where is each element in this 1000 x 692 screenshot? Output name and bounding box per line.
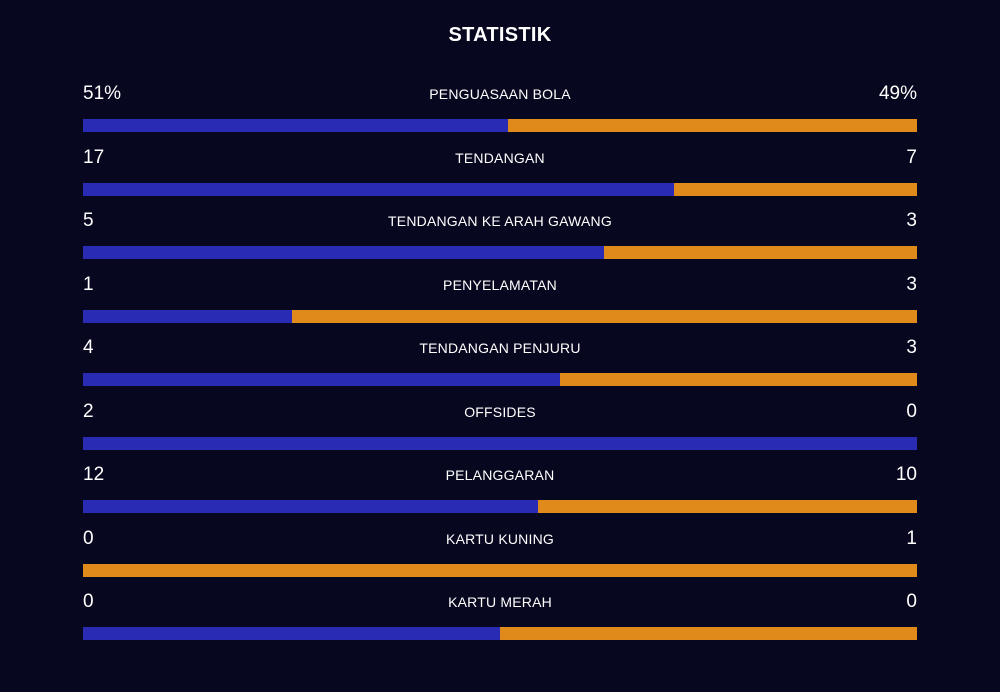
comparison-bar	[83, 563, 917, 577]
home-bar-segment	[83, 373, 560, 386]
stat-row-red-cards: 0 KARTU MERAH 0	[83, 590, 917, 654]
away-bar-segment	[604, 246, 917, 259]
panel-title: STATISTIK	[448, 24, 552, 46]
stat-header: 1 PENYELAMATAN 3	[83, 273, 917, 297]
away-bar-segment	[537, 500, 917, 513]
stat-header: 4 TENDANGAN PENJURU 3	[83, 336, 917, 360]
stat-row-possession: 51% PENGUASAAN BOLA 49%	[83, 82, 917, 146]
stat-row-yellow-cards: 0 KARTU KUNING 1	[83, 527, 917, 591]
away-bar-segment	[559, 373, 917, 386]
comparison-bar	[83, 627, 917, 640]
home-value: 2	[83, 400, 94, 422]
away-bar-segment	[83, 563, 917, 577]
stat-row-shots: 17 TENDANGAN 7	[83, 146, 917, 210]
stat-header: 0 KARTU KUNING 1	[83, 527, 917, 551]
comparison-bar	[83, 119, 917, 132]
home-value: 0	[83, 591, 94, 612]
stat-label: TENDANGAN	[455, 149, 545, 166]
stat-label: KARTU KUNING	[446, 530, 554, 547]
home-value: 12	[83, 464, 105, 485]
stat-header: 17 TENDANGAN 7	[83, 146, 917, 170]
home-bar-segment	[83, 119, 509, 132]
away-bar-segment	[673, 182, 917, 196]
stat-label: PENYELAMATAN	[443, 276, 557, 293]
stat-label: TENDANGAN KE ARAH GAWANG	[388, 213, 612, 229]
home-bar-segment	[83, 436, 917, 450]
away-value: 49%	[878, 83, 917, 104]
stat-header: 2 OFFSIDES 0	[83, 400, 917, 424]
home-bar-segment	[83, 627, 500, 640]
home-bar-segment	[83, 500, 538, 513]
comparison-bar	[83, 436, 917, 450]
stat-header: 12 PELANGGARAN 10	[83, 463, 917, 487]
stat-row-shots-on-target: 5 TENDANGAN KE ARAH GAWANG 3	[83, 209, 917, 273]
stat-label: TENDANGAN PENJURU	[419, 340, 581, 356]
home-value: 0	[83, 527, 94, 549]
stat-header: 5 TENDANGAN KE ARAH GAWANG 3	[83, 209, 917, 233]
home-value: 4	[83, 337, 94, 358]
home-bar-segment	[83, 182, 674, 196]
stat-label: PENGUASAAN BOLA	[429, 86, 571, 102]
comparison-bar	[83, 373, 917, 386]
comparison-bar	[83, 500, 917, 513]
home-bar-segment	[83, 246, 605, 259]
away-value: 1	[906, 527, 917, 549]
away-bar-segment	[508, 119, 917, 132]
away-value: 10	[895, 464, 917, 485]
home-value: 17	[83, 146, 105, 168]
stat-header: 51% PENGUASAAN BOLA 49%	[83, 82, 917, 106]
away-bar-segment	[500, 627, 917, 640]
comparison-bar	[83, 182, 917, 196]
away-bar-segment	[291, 309, 917, 323]
stat-row-offsides: 2 OFFSIDES 0	[83, 400, 917, 464]
stat-row-saves: 1 PENYELAMATAN 3	[83, 273, 917, 337]
stat-label: KARTU MERAH	[448, 594, 552, 610]
away-value: 0	[906, 591, 917, 612]
stat-label: OFFSIDES	[464, 403, 536, 420]
home-value: 1	[83, 273, 94, 295]
stat-row-corners: 4 TENDANGAN PENJURU 3	[83, 336, 917, 400]
away-value: 7	[906, 146, 917, 168]
away-value: 3	[906, 210, 917, 231]
away-value: 3	[906, 337, 917, 358]
comparison-bar	[83, 246, 917, 259]
stat-row-fouls: 12 PELANGGARAN 10	[83, 463, 917, 527]
stat-label: PELANGGARAN	[445, 467, 555, 483]
home-value: 51%	[83, 83, 122, 104]
stat-header: 0 KARTU MERAH 0	[83, 590, 917, 614]
away-value: 3	[906, 273, 917, 295]
comparison-bar	[83, 309, 917, 323]
stat-list: 51% PENGUASAAN BOLA 49% 17 TENDANGAN 7	[83, 82, 917, 654]
home-bar-segment	[83, 309, 292, 323]
home-value: 5	[83, 210, 94, 231]
away-value: 0	[906, 400, 917, 422]
